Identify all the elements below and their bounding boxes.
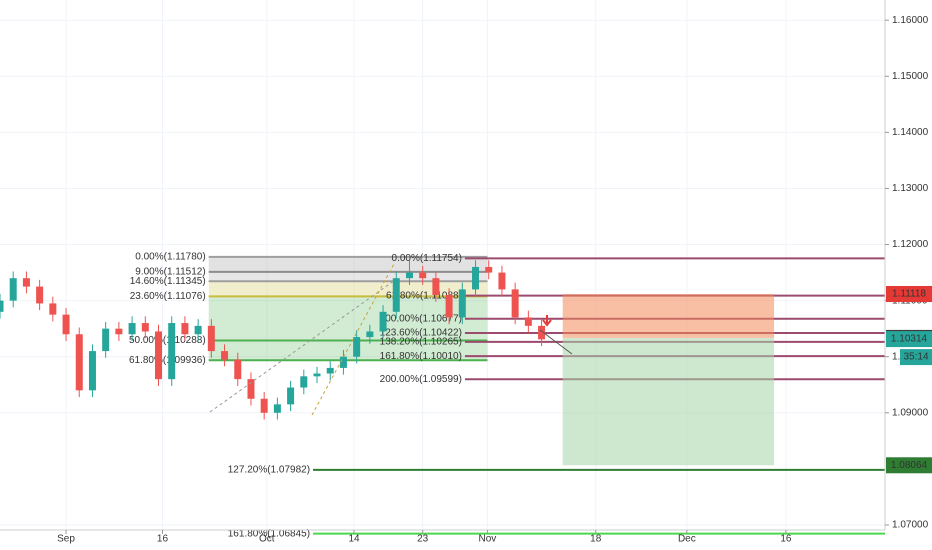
candle-body (260, 398, 268, 413)
y-tick-label: 1.12000 (892, 239, 929, 250)
candle-body (498, 272, 506, 290)
candle-body (247, 379, 255, 399)
candle-body (115, 328, 123, 335)
candle-body (339, 356, 347, 368)
candle-body (445, 295, 453, 318)
y-tick-label: 1.09000 (892, 407, 929, 418)
candle-body (432, 278, 440, 296)
fib-label: 138.20%(1.10265) (380, 336, 462, 347)
candle-body (9, 278, 17, 301)
candle-body (313, 373, 321, 377)
fib-label: 100.00%(1.10677) (380, 313, 462, 324)
candle-body (0, 300, 4, 312)
candle-body (36, 286, 44, 304)
candle-body (485, 266, 493, 273)
trend-line (311, 261, 396, 416)
candle-body (511, 289, 519, 318)
fib-label: 61.80%(1.09936) (129, 355, 206, 366)
trend-line (209, 279, 396, 413)
price-tag-label: 1.08064 (891, 460, 928, 471)
fib-label: 127.20%(1.07982) (228, 465, 310, 476)
candle-body (326, 367, 334, 374)
x-tick-label: 18 (590, 534, 602, 545)
candle-body (221, 351, 229, 360)
candle-body (287, 387, 295, 405)
fib-label: 0.00%(1.11780) (135, 252, 205, 263)
countdown-tag (900, 349, 932, 366)
fib-label: 161.80%(1.10010) (380, 351, 462, 362)
fib-label: 23.60%(1.11076) (130, 291, 206, 302)
projection-line (539, 329, 573, 355)
candle-body (141, 323, 149, 332)
fib-label: 61.80%(1.11088) (386, 290, 462, 301)
x-tick-label: Oct (259, 534, 275, 545)
target-zone (562, 337, 775, 466)
plot: 0.00%(1.11780) 9.00%(1.11512)14.60%(1.113… (0, 0, 885, 539)
candle-body (22, 278, 30, 287)
candle-body (392, 278, 400, 312)
candle-body (366, 331, 374, 338)
candle-body (102, 328, 110, 352)
fib-label: 200.00%(1.09599) (380, 374, 462, 385)
candle-body (273, 404, 281, 413)
fib-band (208, 296, 488, 341)
x-tick-label: Sep (57, 534, 75, 545)
candle-body (207, 325, 215, 352)
y-tick-label: 1.15000 (892, 71, 929, 82)
candle-body (181, 323, 189, 335)
candle-body (458, 289, 466, 318)
stop-zone (562, 293, 775, 338)
candle-body (168, 323, 176, 380)
candle-body (128, 323, 136, 335)
fib-label: 0.00%(1.11754) (392, 253, 462, 264)
fib-band (208, 340, 488, 361)
x-tick-label: 14 (348, 534, 360, 545)
candle-body (524, 317, 532, 326)
candle-body (234, 359, 242, 380)
x-tick-label: Dec (678, 534, 696, 545)
x-tick-label: 16 (780, 534, 792, 545)
candle-body (194, 325, 202, 335)
y-tick-label: 1.16000 (892, 15, 929, 26)
fib-band (208, 271, 488, 282)
candle-body (472, 266, 480, 290)
candle-body (353, 337, 361, 357)
y-tick-label: 1.14000 (892, 127, 929, 138)
x-tick-label: Nov (479, 534, 497, 545)
fib-label: 50.00%(1.10288) (129, 335, 206, 346)
price-tag (886, 331, 932, 348)
candle-body (419, 272, 427, 279)
fib-label: 14.60%(1.11345) (130, 276, 206, 287)
price-tag (886, 457, 932, 474)
candle-body (379, 311, 387, 332)
candle-body (49, 303, 57, 315)
countdown: 35:14 (903, 352, 928, 363)
price-tag-label: 1.10314 (891, 334, 928, 345)
fib-label: 161.80%(1.06845) (228, 528, 310, 539)
candle-body (300, 376, 308, 388)
candle-body (75, 334, 83, 391)
fib-label: 9.00%(1.11512) (135, 267, 205, 278)
sell-arrow (542, 315, 552, 327)
x-tick-label: 16 (157, 534, 169, 545)
price-tag-label: 1.11118 (892, 289, 926, 300)
fib-band (208, 281, 488, 297)
candle-body (88, 351, 96, 391)
y-tick-label: 1.13000 (892, 183, 929, 194)
x-tick-label: 23 (417, 534, 429, 545)
candle-body (538, 325, 546, 340)
candle-body (62, 314, 70, 335)
y-tick-label: 1.07000 (892, 520, 929, 531)
candle-body (405, 272, 413, 279)
price-tag (886, 285, 932, 302)
fib-band (208, 256, 488, 272)
candle-body (155, 331, 163, 380)
fib-label: 123.60%(1.10422) (380, 328, 462, 339)
